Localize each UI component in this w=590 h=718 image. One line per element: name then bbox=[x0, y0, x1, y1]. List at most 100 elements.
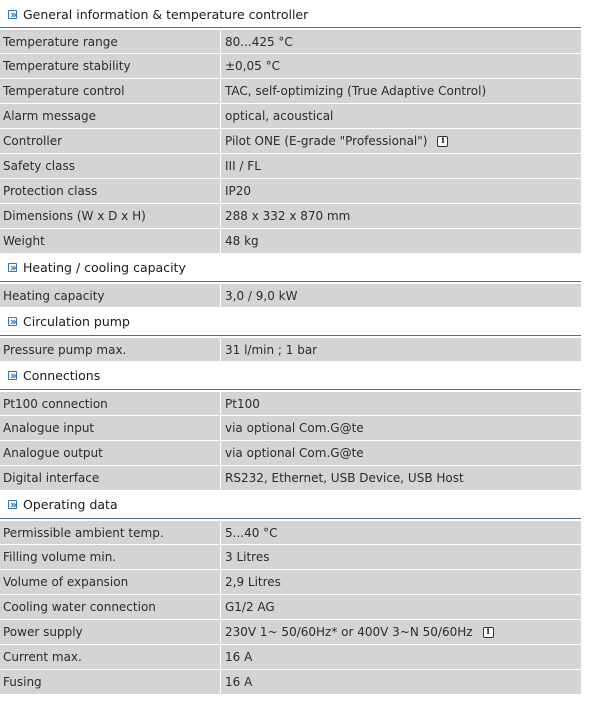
table-row: Volume of expansion 2,9 Litres bbox=[0, 569, 581, 594]
section-title: General information & temperature contro… bbox=[23, 7, 309, 22]
spec-label: Safety class bbox=[0, 154, 221, 178]
table-row: Filling volume min. 3 Litres bbox=[0, 544, 581, 569]
expand-arrow-icon[interactable] bbox=[8, 316, 17, 326]
spec-value-text: via optional Com.G@te bbox=[225, 446, 364, 460]
table-row: Pt100 connection Pt100 bbox=[0, 390, 581, 415]
spec-label: Heating capacity bbox=[0, 284, 221, 307]
spec-section: Connections Pt100 connection Pt100 Analogue… bbox=[0, 361, 590, 490]
spec-value-text: 80...425 °C bbox=[225, 34, 293, 49]
section-title: Operating data bbox=[23, 496, 118, 512]
spec-table: Permissible ambient temp. 5...40 °C Fillin… bbox=[0, 519, 581, 694]
expand-arrow-icon[interactable] bbox=[8, 10, 17, 19]
section-header[interactable]: Connections bbox=[0, 361, 581, 390]
table-row: Cooling water connection G1/2 AG bbox=[0, 594, 581, 619]
spec-value: via optional Com.G@te bbox=[221, 441, 581, 465]
table-row: Pressure pump max. 31 l/min ; 1 bar bbox=[0, 336, 581, 361]
section-header[interactable]: Operating data bbox=[0, 490, 581, 519]
spec-value: IP20 bbox=[221, 179, 581, 203]
spec-label: Dimensions (W x D x H) bbox=[0, 204, 221, 228]
spec-section: Circulation pump Pressure pump max. 31 l/m… bbox=[0, 307, 590, 361]
spec-value-text: Pilot ONE (E-grade "Professional") bbox=[225, 134, 428, 148]
table-row: Digital interface RS232, Ethernet, USB De… bbox=[0, 465, 581, 490]
spec-label: Temperature stability bbox=[0, 54, 221, 78]
table-row: Temperature control TAC, self-optimizing … bbox=[0, 78, 581, 103]
spec-label: Filling volume min. bbox=[0, 545, 221, 569]
table-row: Power supply 230V 1~ 50/60Hz* or 400V 3~N… bbox=[0, 619, 581, 644]
spec-label: Temperature range bbox=[0, 30, 221, 53]
table-row: Permissible ambient temp. 5...40 °C bbox=[0, 519, 581, 544]
expand-arrow-icon[interactable] bbox=[8, 370, 17, 380]
table-row: Dimensions (W x D x H) 288 x 332 x 870 mm bbox=[0, 203, 581, 228]
spec-section: General information & temperature contro… bbox=[0, 0, 590, 253]
expand-arrow-icon[interactable] bbox=[8, 262, 17, 272]
spec-value-text: 16 A bbox=[225, 650, 253, 664]
info-icon[interactable]: i bbox=[482, 626, 494, 638]
spec-value-text: 31 l/min ; 1 bar bbox=[225, 342, 318, 357]
spec-value: 3 Litres bbox=[221, 545, 581, 569]
expand-arrow-icon[interactable] bbox=[8, 499, 17, 509]
spec-value: III / FL bbox=[221, 154, 581, 178]
spec-value: 31 l/min ; 1 bar bbox=[221, 338, 581, 361]
spec-value-text: G1/2 AG bbox=[225, 600, 275, 614]
spec-label: Volume of expansion bbox=[0, 570, 221, 594]
spec-label: Analogue output bbox=[0, 441, 221, 465]
spec-value-text: Pt100 bbox=[225, 396, 260, 411]
spec-value: ±0,05 °C bbox=[221, 54, 581, 78]
table-row: Analogue output via optional Com.G@te bbox=[0, 440, 581, 465]
spec-sheet: General information & temperature contro… bbox=[0, 0, 590, 694]
spec-label: Pressure pump max. bbox=[0, 338, 221, 361]
spec-value-text: TAC, self-optimizing (True Adaptive Cont… bbox=[225, 84, 487, 98]
spec-value: 230V 1~ 50/60Hz* or 400V 3~N 50/60Hz i bbox=[221, 620, 581, 644]
spec-label: Protection class bbox=[0, 179, 221, 203]
table-row: Weight 48 kg bbox=[0, 228, 581, 253]
spec-value-text: 16 A bbox=[225, 675, 253, 689]
spec-value: optical, acoustical bbox=[221, 104, 581, 128]
spec-label: Temperature control bbox=[0, 79, 221, 103]
section-header[interactable]: Heating / cooling capacity bbox=[0, 253, 581, 282]
spec-value: RS232, Ethernet, USB Device, USB Host bbox=[221, 466, 581, 490]
spec-value-text: 48 kg bbox=[225, 234, 259, 248]
spec-value: 2,9 Litres bbox=[221, 570, 581, 594]
table-row: Controller Pilot ONE (E-grade "Profession… bbox=[0, 128, 581, 153]
spec-value-text: ±0,05 °C bbox=[225, 59, 280, 73]
spec-value: 80...425 °C bbox=[221, 30, 581, 53]
spec-value: 288 x 332 x 870 mm bbox=[221, 204, 581, 228]
spec-value-text: 288 x 332 x 870 mm bbox=[225, 209, 351, 223]
section-header[interactable]: Circulation pump bbox=[0, 307, 581, 336]
spec-label: Analogue input bbox=[0, 416, 221, 440]
spec-value: Pt100 bbox=[221, 392, 581, 415]
spec-value-text: 3,0 / 9,0 kW bbox=[225, 288, 298, 303]
spec-label: Current max. bbox=[0, 645, 221, 669]
spec-value: Pilot ONE (E-grade "Professional") i bbox=[221, 129, 581, 153]
spec-value: 5...40 °C bbox=[221, 521, 581, 544]
spec-label: Controller bbox=[0, 129, 221, 153]
spec-value-text: optical, acoustical bbox=[225, 109, 334, 123]
info-icon[interactable]: i bbox=[437, 135, 449, 147]
spec-value: 16 A bbox=[221, 670, 581, 694]
spec-label: Cooling water connection bbox=[0, 595, 221, 619]
spec-section: Heating / cooling capacity Heating capaci… bbox=[0, 253, 590, 307]
spec-value-text: IP20 bbox=[225, 184, 252, 198]
spec-table: Pt100 connection Pt100 Analogue input via o… bbox=[0, 390, 581, 490]
spec-label: Alarm message bbox=[0, 104, 221, 128]
table-row: Temperature range 80...425 °C bbox=[0, 28, 581, 53]
table-row: Safety class III / FL bbox=[0, 153, 581, 178]
spec-value-text: 2,9 Litres bbox=[225, 575, 281, 589]
spec-value: 3,0 / 9,0 kW bbox=[221, 284, 581, 307]
spec-label: Pt100 connection bbox=[0, 392, 221, 415]
section-header[interactable]: General information & temperature contro… bbox=[0, 0, 581, 28]
table-row: Protection class IP20 bbox=[0, 178, 581, 203]
spec-value: G1/2 AG bbox=[221, 595, 581, 619]
spec-section: Operating data Permissible ambient temp. 5… bbox=[0, 490, 590, 694]
spec-value: 48 kg bbox=[221, 229, 581, 253]
spec-value-text: III / FL bbox=[225, 159, 261, 173]
section-title: Heating / cooling capacity bbox=[23, 259, 186, 275]
table-row: Fusing 16 A bbox=[0, 669, 581, 694]
table-row: Current max. 16 A bbox=[0, 644, 581, 669]
spec-value-text: 230V 1~ 50/60Hz* or 400V 3~N 50/60Hz bbox=[225, 625, 473, 639]
table-row: Heating capacity 3,0 / 9,0 kW bbox=[0, 282, 581, 307]
spec-table: Pressure pump max. 31 l/min ; 1 bar bbox=[0, 336, 581, 361]
spec-value: 16 A bbox=[221, 645, 581, 669]
table-row: Alarm message optical, acoustical bbox=[0, 103, 581, 128]
spec-label: Fusing bbox=[0, 670, 221, 694]
